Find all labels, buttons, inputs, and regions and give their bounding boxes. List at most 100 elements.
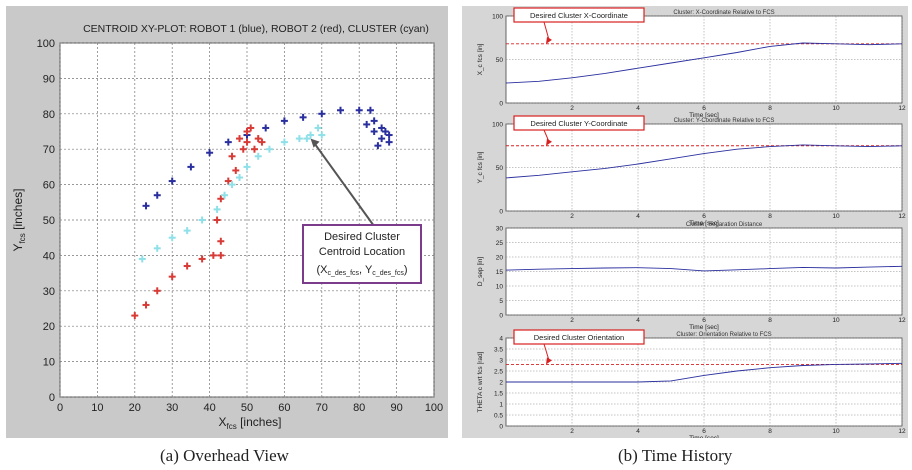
subplot-title: Cluster: Orientation Relative to FCS (676, 332, 771, 338)
y-tick-label: 20 (496, 255, 504, 262)
y-tick-label: 4 (499, 336, 503, 343)
x-tick-label: 4 (636, 213, 640, 220)
x-tick-label: 8 (768, 317, 772, 324)
data-point-blue (153, 191, 161, 199)
callout-box (513, 115, 645, 131)
x-tick-label: 6 (702, 317, 706, 324)
y-tick-label: 0 (49, 392, 55, 404)
x-tick-label: 12 (898, 213, 906, 220)
data-point-cyan (303, 135, 311, 143)
x-tick-label: 100 (425, 402, 443, 414)
data-point-red (209, 251, 217, 259)
annotation-arrowhead (310, 138, 320, 148)
data-point-cyan (280, 138, 288, 146)
annotation-line2: Centroid Location (319, 246, 405, 258)
subplot-title: Cluster: Y-Coordinate Relative to FCS (674, 118, 775, 124)
data-point-red (131, 312, 139, 320)
callout-box (513, 329, 645, 345)
data-point-red (258, 138, 266, 146)
data-point-cyan (243, 163, 251, 171)
data-point-blue (366, 106, 374, 114)
overhead-view-panel: CENTROID XY-PLOT: ROBOT 1 (blue), ROBOT … (6, 6, 448, 438)
x-tick-label: 10 (832, 428, 840, 435)
x-axis-label: Time [sec] (689, 435, 719, 438)
data-point-blue (370, 128, 378, 135)
y-axis-label: X_c fcs [in] (477, 43, 484, 75)
y-tick-label: 5 (499, 298, 503, 305)
centroid-xy-plot: CENTROID XY-PLOT: ROBOT 1 (blue), ROBOT … (11, 23, 443, 431)
x-tick-label: 12 (898, 317, 906, 324)
data-point-blue (363, 120, 371, 128)
x-tick-label: 60 (278, 402, 290, 414)
data-point-blue (142, 202, 150, 210)
y-axis-label: THETA c wrt fcs [rad] (477, 351, 484, 412)
subplot-3: Cluster: Separation Distance 2 4 6 8 10 12 0 5 10… (477, 222, 906, 331)
time-history-plots: Cluster: X-Coordinate Relative to FCS 2 4 6… (477, 7, 906, 442)
x-tick-label: 2 (570, 428, 574, 435)
data-point-red (247, 124, 255, 132)
x-tick-label: 8 (768, 428, 772, 435)
x-tick-label: 30 (166, 402, 178, 414)
x-tick-label: 2 (570, 317, 574, 324)
y-tick-label: 100 (492, 122, 503, 129)
x-tick-label: 70 (316, 402, 328, 414)
callout-arrowhead (546, 357, 552, 365)
data-point-red (168, 273, 176, 281)
data-point-red (239, 145, 247, 153)
data-point-cyan (307, 131, 315, 139)
x-tick-label: 4 (636, 317, 640, 324)
data-point-blue (385, 138, 393, 146)
x-axis-label: Time [sec] (689, 220, 719, 227)
data-point-blue (385, 131, 393, 139)
x-tick-label: 2 (570, 105, 574, 112)
y-tick-label: 3 (499, 358, 503, 365)
x-tick-label: 12 (898, 105, 906, 112)
y-tick-label: 0 (499, 209, 503, 216)
data-point-blue (370, 117, 378, 125)
x-tick-label: 6 (702, 428, 706, 435)
data-point-red (243, 128, 251, 135)
data-point-red (142, 301, 150, 309)
data-point-blue (168, 177, 176, 185)
callout-label: Desired Cluster X-Coordinate (530, 11, 628, 20)
x-tick-label: 10 (91, 402, 103, 414)
x-tick-label: 50 (241, 402, 253, 414)
data-point-cyan (198, 216, 206, 224)
subplot-1: Cluster: X-Coordinate Relative to FCS 2 4 6… (477, 7, 906, 119)
data-point-cyan (213, 205, 221, 213)
callout-box (513, 7, 645, 23)
xy-grid (59, 42, 435, 398)
y-tick-label: 30 (496, 226, 504, 233)
annotation-arrow (313, 142, 375, 227)
y-tick-label: 2 (499, 380, 503, 387)
data-point-red (198, 255, 206, 263)
callout-arrowhead (546, 138, 552, 146)
x-tick-label: 4 (636, 428, 640, 435)
x-tick-label: 90 (390, 402, 402, 414)
data-point-cyan (314, 124, 322, 132)
data-point-red (183, 262, 191, 270)
x-tick-label: 20 (129, 402, 141, 414)
data-point-blue (262, 124, 270, 132)
data-point-red (232, 166, 240, 174)
y-tick-label: 15 (496, 269, 504, 276)
data-point-blue (374, 142, 382, 150)
data-point-red (243, 138, 251, 146)
data-point-blue (337, 106, 344, 114)
annotation-line3: (Xc_des_fcs, Yc_des_fcs) (317, 264, 408, 277)
data-point-red (228, 152, 236, 160)
data-point-blue (187, 163, 195, 171)
callout-arrowhead (546, 36, 552, 44)
y-axis-label: Y_c fcs [in] (477, 151, 484, 183)
x-tick-label: 6 (702, 213, 706, 220)
x-tick-label: 12 (898, 428, 906, 435)
series-line (505, 265, 903, 272)
series-line (505, 42, 903, 84)
data-point-red (250, 145, 258, 153)
y-tick-label: 50 (43, 215, 55, 227)
data-point-blue (206, 149, 214, 157)
subplot-4: Cluster: Orientation Relative to FCS 2 4 6 8… (477, 329, 906, 442)
callout-arrow (543, 343, 550, 361)
subplot-title: Cluster: Separation Distance (686, 222, 763, 228)
y-tick-label: 100 (492, 14, 503, 21)
